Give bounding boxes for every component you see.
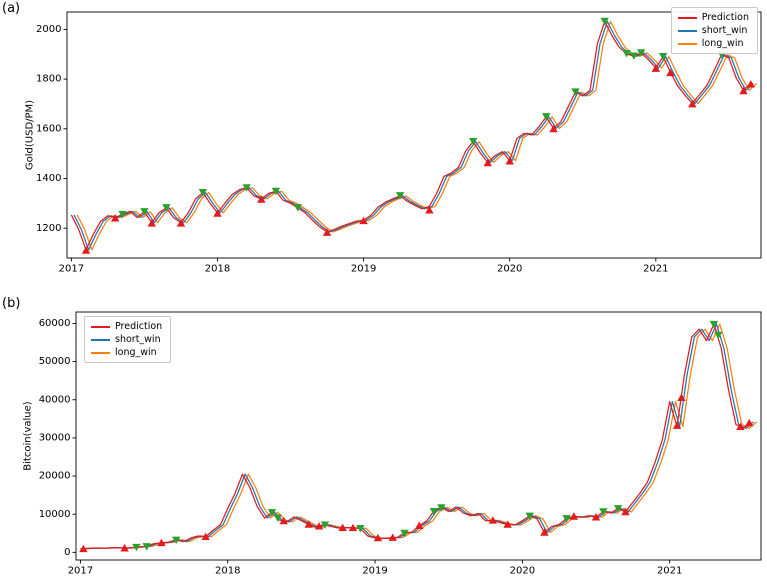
legend-line-swatch — [91, 351, 110, 354]
bitcoin-legend: Prediction short_win long_win — [84, 316, 172, 363]
legend-label: Prediction — [115, 321, 163, 332]
gold-chart-canvas — [0, 0, 767, 292]
gold-y-axis-label: Gold(USD/PM) — [24, 99, 36, 171]
legend-entry-Prediction: Prediction — [677, 11, 749, 24]
legend-entry-long_win: long_win — [677, 37, 749, 50]
legend-label: long_win — [701, 38, 744, 49]
panel-label-a: (a) — [2, 1, 21, 16]
legend-label: short_win — [115, 334, 161, 345]
legend-line-swatch — [677, 42, 697, 45]
legend-entry-short_win: short_win — [677, 24, 749, 37]
legend-label: short_win — [701, 25, 748, 36]
legend-line-swatch — [91, 325, 110, 328]
legend-line-swatch — [677, 16, 697, 19]
legend-line-swatch — [677, 29, 697, 32]
legend-entry-long_win: long_win — [91, 346, 162, 359]
legend-entry-Prediction: Prediction — [91, 320, 162, 333]
legend-entry-short_win: short_win — [91, 333, 162, 346]
gold-legend: Prediction short_win long_win — [670, 7, 758, 54]
bitcoin-y-axis-label: Bitcoin(value) — [22, 401, 34, 471]
legend-label: Prediction — [701, 12, 749, 23]
panel-label-b: (b) — [2, 296, 21, 311]
legend-line-swatch — [91, 338, 110, 341]
legend-label: long_win — [115, 347, 157, 358]
